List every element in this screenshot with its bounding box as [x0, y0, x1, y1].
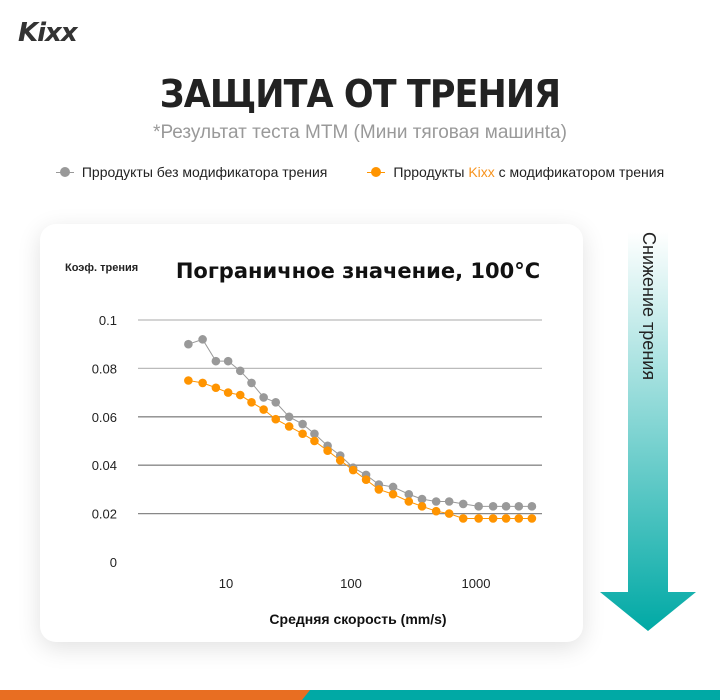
footer-stripe-teal — [302, 690, 720, 700]
y-tick-label: 0.1 — [99, 313, 117, 328]
data-point-series-0 — [388, 482, 398, 492]
data-point-series-0 — [514, 502, 524, 511]
data-point-series-0 — [235, 366, 245, 376]
data-point-series-1 — [335, 456, 345, 465]
data-point-series-0 — [247, 378, 256, 388]
data-point-series-1 — [247, 397, 256, 407]
data-point-series-1 — [374, 485, 384, 494]
data-point-series-0 — [284, 412, 294, 422]
data-point-series-1 — [404, 497, 414, 506]
data-point-series-0 — [198, 335, 207, 344]
data-point-series-0 — [310, 429, 319, 439]
data-point-series-0 — [501, 502, 511, 511]
data-point-series-0 — [259, 393, 268, 402]
y-axis-label: Коэф. трения — [65, 262, 138, 274]
data-point-series-1 — [431, 506, 441, 516]
data-point-series-1 — [514, 514, 524, 523]
gray-marker-icon — [55, 167, 74, 177]
data-point-series-1 — [235, 390, 245, 400]
series-line-0 — [188, 338, 532, 507]
legend-item-kixx: Прродукты Kixx с модификатором трения — [367, 164, 664, 180]
kixx-logo: Kixx — [18, 18, 78, 48]
y-tick-label: 0.06 — [92, 410, 117, 425]
data-point-series-1 — [361, 475, 371, 485]
data-point-series-1 — [310, 436, 319, 446]
data-point-series-0 — [527, 502, 537, 511]
data-point-series-1 — [298, 429, 307, 439]
legend-item-without-modifier: Прродукты без модификатора трения — [55, 164, 328, 180]
data-point-series-1 — [184, 376, 193, 385]
data-point-series-1 — [271, 414, 281, 424]
chart-title: Пограничное значение, 100°C — [176, 259, 540, 283]
data-point-series-1 — [323, 446, 332, 455]
y-tick-label: 0.02 — [92, 507, 117, 522]
data-point-series-0 — [184, 339, 193, 349]
data-point-series-0 — [474, 502, 483, 511]
legend-label: Прродукты Kixx с модификатором трения — [393, 164, 665, 180]
data-point-series-1 — [198, 378, 207, 388]
down-arrow-icon — [600, 232, 696, 631]
legend-label: Прродукты без модификатора трения — [81, 164, 328, 180]
data-point-series-0 — [431, 497, 441, 506]
data-point-series-1 — [417, 502, 427, 511]
data-point-series-0 — [298, 419, 307, 429]
page-title: ЗАЩИТА ОТ ТРЕНИЯ — [159, 72, 561, 116]
page-subtitle: *Результат теста MTM (Мини тяговая машин… — [153, 122, 567, 143]
data-point-series-1 — [284, 422, 294, 431]
data-point-series-1 — [458, 514, 468, 523]
data-point-series-1 — [259, 405, 268, 414]
series-line-1 — [188, 380, 532, 519]
data-point-series-0 — [417, 494, 427, 504]
data-point-series-0 — [444, 497, 454, 506]
data-point-series-1 — [444, 509, 454, 518]
footer-stripe-orange — [0, 690, 310, 700]
x-tick-label: 1000 — [462, 576, 491, 591]
data-point-series-1 — [527, 514, 537, 523]
data-point-series-1 — [211, 383, 221, 393]
data-point-series-1 — [474, 514, 483, 523]
y-tick-label: 0 — [110, 555, 117, 570]
x-tick-label: 10 — [219, 576, 233, 591]
x-axis-label: Средняя скорость (mm/s) — [269, 611, 446, 627]
data-point-series-1 — [348, 465, 358, 475]
data-point-series-1 — [388, 489, 398, 499]
data-point-series-0 — [458, 499, 468, 509]
data-point-series-0 — [211, 356, 221, 366]
data-point-series-0 — [271, 397, 281, 407]
x-tick-label: 100 — [340, 576, 362, 591]
orange-marker-icon — [367, 167, 386, 177]
data-point-series-1 — [488, 514, 498, 523]
chart-legend: Прродукты без модификатора трения Прроду… — [0, 164, 720, 180]
y-tick-label: 0.04 — [92, 458, 117, 473]
y-tick-label: 0.08 — [92, 361, 117, 376]
data-point-series-1 — [223, 388, 233, 397]
arrow-label: Снижение трения — [639, 232, 659, 381]
data-point-series-0 — [488, 502, 498, 511]
data-point-series-0 — [223, 356, 233, 366]
data-point-series-0 — [404, 489, 414, 499]
data-point-series-1 — [501, 514, 511, 523]
